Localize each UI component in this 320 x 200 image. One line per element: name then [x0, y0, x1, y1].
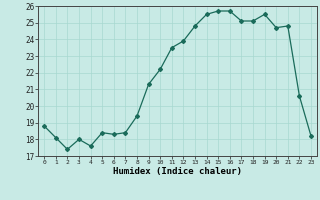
X-axis label: Humidex (Indice chaleur): Humidex (Indice chaleur) — [113, 167, 242, 176]
